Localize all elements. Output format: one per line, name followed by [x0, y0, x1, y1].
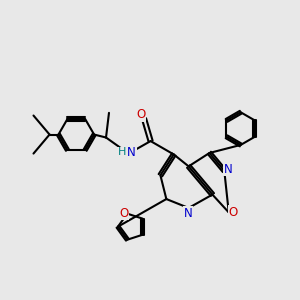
Text: N: N: [127, 146, 136, 159]
Text: N: N: [184, 206, 192, 220]
Text: O: O: [229, 206, 238, 219]
Text: O: O: [136, 108, 146, 122]
Text: N: N: [224, 163, 232, 176]
Text: O: O: [119, 207, 128, 220]
Text: H: H: [118, 147, 126, 157]
